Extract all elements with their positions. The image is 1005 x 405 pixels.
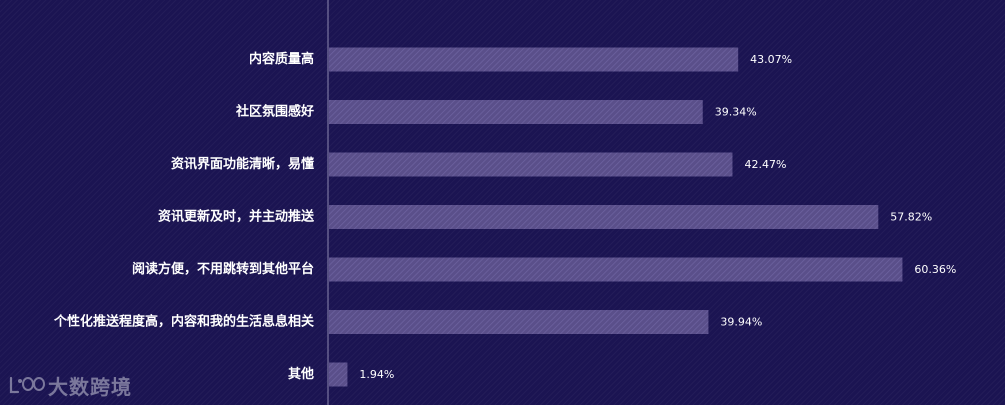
value-label: 1.94% <box>359 368 394 381</box>
category-label: 社区氛围感好 <box>235 104 314 120</box>
category-label: 资讯界面功能清晰，易懂 <box>171 156 314 172</box>
bars-group <box>329 47 903 387</box>
bar <box>329 47 739 72</box>
bar <box>329 100 703 124</box>
value-label: 57.82% <box>890 211 932 224</box>
bar <box>329 310 709 334</box>
category-label: 资讯更新及时，并主动推送 <box>158 209 315 225</box>
value-label: 60.36% <box>914 263 956 276</box>
watermark-text: 大数跨境 <box>48 374 132 399</box>
bar <box>329 205 879 229</box>
bar <box>329 257 903 282</box>
value-label: 42.47% <box>744 158 786 171</box>
value-label: 39.94% <box>720 316 762 329</box>
watermark: 大数跨境 <box>8 370 132 400</box>
bar <box>329 362 348 387</box>
value-label: 39.34% <box>715 106 757 119</box>
category-label: 阅读方便，不用跳转到其他平台 <box>132 261 314 277</box>
bar <box>329 152 733 177</box>
value-label: 43.07% <box>750 53 792 66</box>
value-labels-group: 43.07% 39.34% 42.47% 57.82% 60.36% 39.94% 1.94… <box>359 53 956 381</box>
category-label: 其他 <box>288 366 314 382</box>
brand-logo-icon <box>9 376 45 394</box>
category-labels-group: 内容质量高社区氛围感好资讯界面功能清晰，易懂资讯更新及时，并主动推送阅读方便，不… <box>53 51 315 382</box>
category-label: 个性化推送程度高，内容和我的生活息息相关 <box>53 314 314 330</box>
category-label: 内容质量高 <box>249 51 314 67</box>
